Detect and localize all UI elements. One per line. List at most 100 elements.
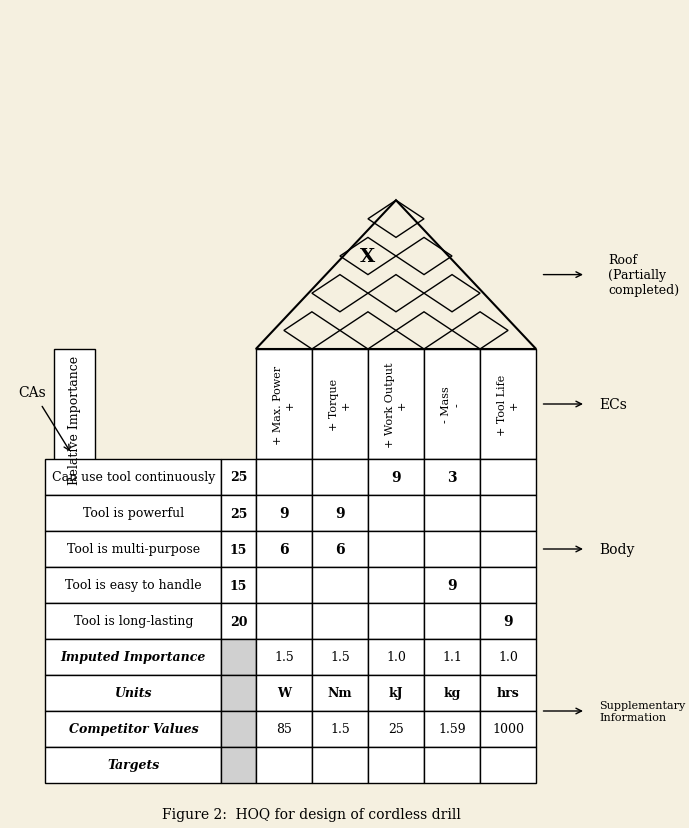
Text: 25: 25 <box>388 723 404 735</box>
Text: 1000: 1000 <box>492 723 524 735</box>
Text: 1.5: 1.5 <box>330 723 350 735</box>
Bar <box>424 639 480 675</box>
Text: + Max. Power
+: + Max. Power + <box>273 365 295 444</box>
Text: 85: 85 <box>276 723 292 735</box>
Text: 15: 15 <box>230 543 247 556</box>
Text: 15: 15 <box>230 579 247 592</box>
Bar <box>45 639 221 675</box>
Bar <box>45 495 221 532</box>
Bar <box>312 639 368 675</box>
Bar <box>221 711 256 747</box>
Text: W: W <box>277 686 291 700</box>
Text: Tool is easy to handle: Tool is easy to handle <box>65 579 202 592</box>
Bar <box>45 675 221 711</box>
Text: Tool is powerful: Tool is powerful <box>83 507 184 520</box>
Text: 9: 9 <box>279 507 289 520</box>
Bar <box>312 567 368 604</box>
Bar <box>368 604 424 639</box>
Bar <box>312 711 368 747</box>
Bar <box>480 567 536 604</box>
Bar <box>312 532 368 567</box>
Bar <box>45 567 221 604</box>
Bar <box>221 567 256 604</box>
Text: Can use tool continuously: Can use tool continuously <box>52 471 215 484</box>
Bar <box>221 532 256 567</box>
Text: 3: 3 <box>447 470 457 484</box>
Bar <box>480 639 536 675</box>
Bar <box>424 567 480 604</box>
Bar <box>312 747 368 783</box>
Bar <box>368 675 424 711</box>
Bar <box>424 747 480 783</box>
Bar <box>480 349 536 460</box>
Bar <box>221 747 256 783</box>
Bar <box>424 460 480 495</box>
Text: 6: 6 <box>279 542 289 556</box>
Bar <box>256 604 312 639</box>
Bar <box>256 532 312 567</box>
Text: kg: kg <box>443 686 461 700</box>
Bar <box>368 349 424 460</box>
Text: 1.0: 1.0 <box>386 651 406 664</box>
Bar <box>256 675 312 711</box>
Bar <box>221 675 256 711</box>
Bar <box>312 349 368 460</box>
Bar <box>480 747 536 783</box>
Text: Imputed Importance: Imputed Importance <box>61 651 206 664</box>
Text: 1.1: 1.1 <box>442 651 462 664</box>
Text: Tool is long-lasting: Tool is long-lasting <box>74 614 193 628</box>
Text: 9: 9 <box>335 507 344 520</box>
Text: + Work Output
+: + Work Output + <box>385 362 407 447</box>
Bar <box>221 495 256 532</box>
Text: ECs: ECs <box>599 397 627 412</box>
Text: Roof
(Partially
completed): Roof (Partially completed) <box>608 254 679 296</box>
Bar <box>368 460 424 495</box>
Text: X: X <box>360 248 376 266</box>
Bar <box>368 747 424 783</box>
Text: 1.59: 1.59 <box>438 723 466 735</box>
Text: 1.5: 1.5 <box>330 651 350 664</box>
Bar <box>424 675 480 711</box>
Bar <box>256 711 312 747</box>
Text: CAs: CAs <box>18 386 45 400</box>
Bar <box>256 495 312 532</box>
Bar <box>424 604 480 639</box>
Text: hrs: hrs <box>497 686 520 700</box>
Text: - Mass
-: - Mass - <box>441 386 463 423</box>
Text: 25: 25 <box>230 471 247 484</box>
Text: Tool is multi-purpose: Tool is multi-purpose <box>67 543 200 556</box>
Bar <box>45 747 221 783</box>
Bar <box>256 567 312 604</box>
Bar <box>368 532 424 567</box>
Bar <box>221 460 256 495</box>
Bar <box>45 532 221 567</box>
Bar <box>256 460 312 495</box>
Bar <box>312 495 368 532</box>
Text: Nm: Nm <box>327 686 352 700</box>
Text: + Torque
+: + Torque + <box>329 378 351 431</box>
Text: + Tool Life
+: + Tool Life + <box>497 374 519 435</box>
Text: 1.0: 1.0 <box>498 651 518 664</box>
Bar <box>424 495 480 532</box>
Bar <box>221 639 256 675</box>
Bar <box>368 711 424 747</box>
Text: Supplementary
Information: Supplementary Information <box>599 700 686 722</box>
Text: 9: 9 <box>391 470 401 484</box>
Text: 9: 9 <box>503 614 513 628</box>
Text: Relative Importance: Relative Importance <box>68 355 81 484</box>
Text: Units: Units <box>114 686 152 700</box>
Text: 25: 25 <box>230 507 247 520</box>
Bar <box>256 349 312 460</box>
Text: Competitor Values: Competitor Values <box>68 723 198 735</box>
Bar <box>480 460 536 495</box>
Text: 6: 6 <box>335 542 344 556</box>
Bar <box>424 711 480 747</box>
Bar <box>480 495 536 532</box>
Bar <box>256 747 312 783</box>
Bar <box>312 604 368 639</box>
Bar <box>480 532 536 567</box>
Bar <box>221 604 256 639</box>
Bar <box>54 349 95 489</box>
Bar <box>480 675 536 711</box>
Bar <box>256 639 312 675</box>
